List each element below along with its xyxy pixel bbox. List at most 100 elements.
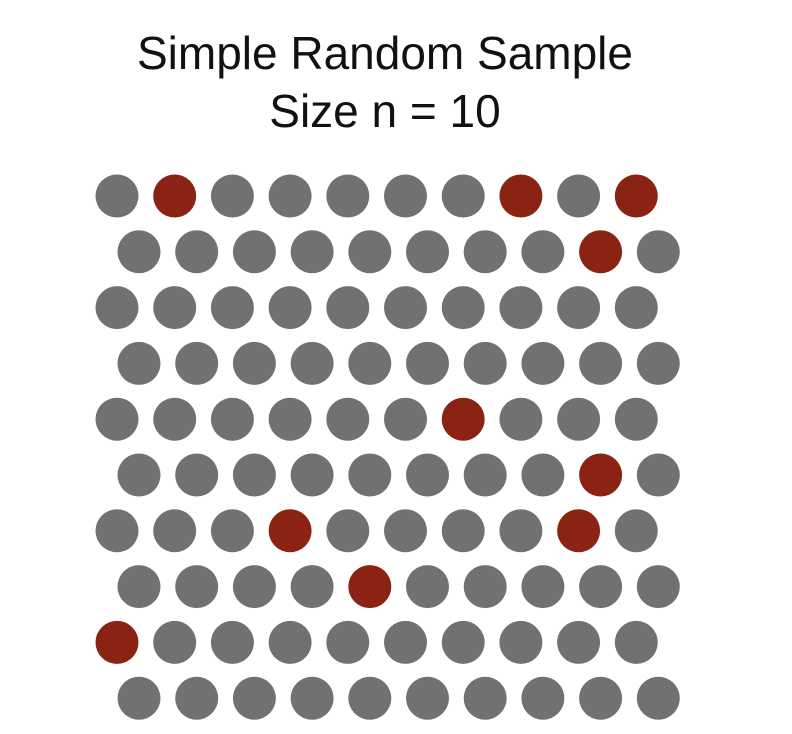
population-dot bbox=[521, 230, 565, 274]
population-dot bbox=[117, 565, 161, 609]
population-dot bbox=[117, 453, 161, 497]
population-dot bbox=[499, 620, 543, 664]
population-dot bbox=[636, 676, 680, 720]
population-dot bbox=[95, 509, 139, 553]
sampled-dot bbox=[499, 174, 543, 218]
population-dot bbox=[290, 676, 334, 720]
population-dot bbox=[499, 286, 543, 330]
population-dot bbox=[153, 397, 197, 441]
population-dot bbox=[441, 509, 485, 553]
diagram-title: Simple Random Sample Size n = 10 bbox=[0, 24, 770, 140]
population-dot bbox=[521, 676, 565, 720]
population-dot bbox=[441, 174, 485, 218]
population-dot bbox=[290, 565, 334, 609]
population-dot bbox=[557, 286, 601, 330]
sampled-dot bbox=[95, 620, 139, 664]
population-dot bbox=[95, 286, 139, 330]
sampled-dot bbox=[441, 397, 485, 441]
sampled-dot bbox=[557, 509, 601, 553]
population-dot bbox=[463, 230, 507, 274]
population-dot bbox=[557, 397, 601, 441]
population-dot bbox=[384, 397, 427, 441]
population-dot bbox=[614, 620, 658, 664]
population-dot bbox=[210, 397, 254, 441]
population-dot bbox=[232, 230, 276, 274]
population-dot bbox=[290, 453, 334, 497]
population-dot bbox=[117, 341, 161, 385]
population-dot bbox=[521, 341, 565, 385]
population-dot bbox=[210, 620, 254, 664]
population-dot bbox=[406, 453, 449, 497]
population-dot bbox=[614, 509, 658, 553]
sampled-dot bbox=[153, 174, 197, 218]
population-dot bbox=[579, 565, 623, 609]
population-dot bbox=[579, 341, 623, 385]
population-dot bbox=[268, 620, 312, 664]
sampled-dot bbox=[348, 565, 392, 609]
sampled-dot bbox=[579, 230, 623, 274]
population-dot bbox=[268, 174, 312, 218]
population-dot bbox=[348, 453, 392, 497]
population-dot bbox=[441, 620, 485, 664]
population-dot bbox=[499, 509, 543, 553]
population-dot bbox=[348, 230, 392, 274]
population-dot bbox=[268, 397, 312, 441]
population-dot bbox=[463, 453, 507, 497]
population-dot bbox=[463, 676, 507, 720]
population-dot bbox=[326, 509, 370, 553]
population-dot bbox=[521, 453, 565, 497]
population-dot bbox=[290, 341, 334, 385]
population-dot bbox=[384, 509, 427, 553]
population-dot bbox=[636, 341, 680, 385]
population-dot bbox=[175, 341, 219, 385]
population-dot bbox=[406, 676, 449, 720]
population-dot bbox=[406, 341, 449, 385]
population-dot bbox=[579, 676, 623, 720]
population-dot bbox=[441, 286, 485, 330]
population-dot bbox=[614, 397, 658, 441]
population-dot bbox=[614, 286, 658, 330]
population-dot bbox=[406, 230, 449, 274]
population-dot bbox=[232, 453, 276, 497]
population-dot bbox=[326, 397, 370, 441]
population-dot bbox=[636, 453, 680, 497]
population-dot bbox=[326, 286, 370, 330]
population-dot bbox=[268, 286, 312, 330]
population-dot bbox=[95, 174, 139, 218]
population-dot bbox=[463, 341, 507, 385]
population-dot bbox=[557, 620, 601, 664]
population-dot bbox=[153, 620, 197, 664]
population-dot bbox=[463, 565, 507, 609]
population-dot bbox=[384, 286, 427, 330]
population-dot bbox=[210, 509, 254, 553]
population-dot bbox=[175, 453, 219, 497]
population-dot bbox=[175, 676, 219, 720]
sampled-dot bbox=[614, 174, 658, 218]
population-dot bbox=[557, 174, 601, 218]
population-dot bbox=[499, 397, 543, 441]
title-line-1: Simple Random Sample bbox=[136, 27, 633, 79]
population-dot bbox=[210, 174, 254, 218]
population-dot bbox=[153, 509, 197, 553]
population-dot bbox=[521, 565, 565, 609]
population-dot bbox=[326, 620, 370, 664]
population-dot bbox=[326, 174, 370, 218]
population-dot bbox=[175, 565, 219, 609]
population-dot bbox=[232, 341, 276, 385]
sampled-dot bbox=[268, 509, 312, 553]
population-dot bbox=[117, 230, 161, 274]
population-dot bbox=[232, 565, 276, 609]
population-dot bbox=[348, 341, 392, 385]
population-dot bbox=[175, 230, 219, 274]
population-dot bbox=[232, 676, 276, 720]
population-dot bbox=[384, 620, 427, 664]
population-dot bbox=[348, 676, 392, 720]
population-dot bbox=[636, 565, 680, 609]
population-dot bbox=[153, 286, 197, 330]
population-dot bbox=[210, 286, 254, 330]
population-dot bbox=[636, 230, 680, 274]
population-dot bbox=[384, 174, 427, 218]
sampled-dot bbox=[579, 453, 623, 497]
population-dot bbox=[290, 230, 334, 274]
